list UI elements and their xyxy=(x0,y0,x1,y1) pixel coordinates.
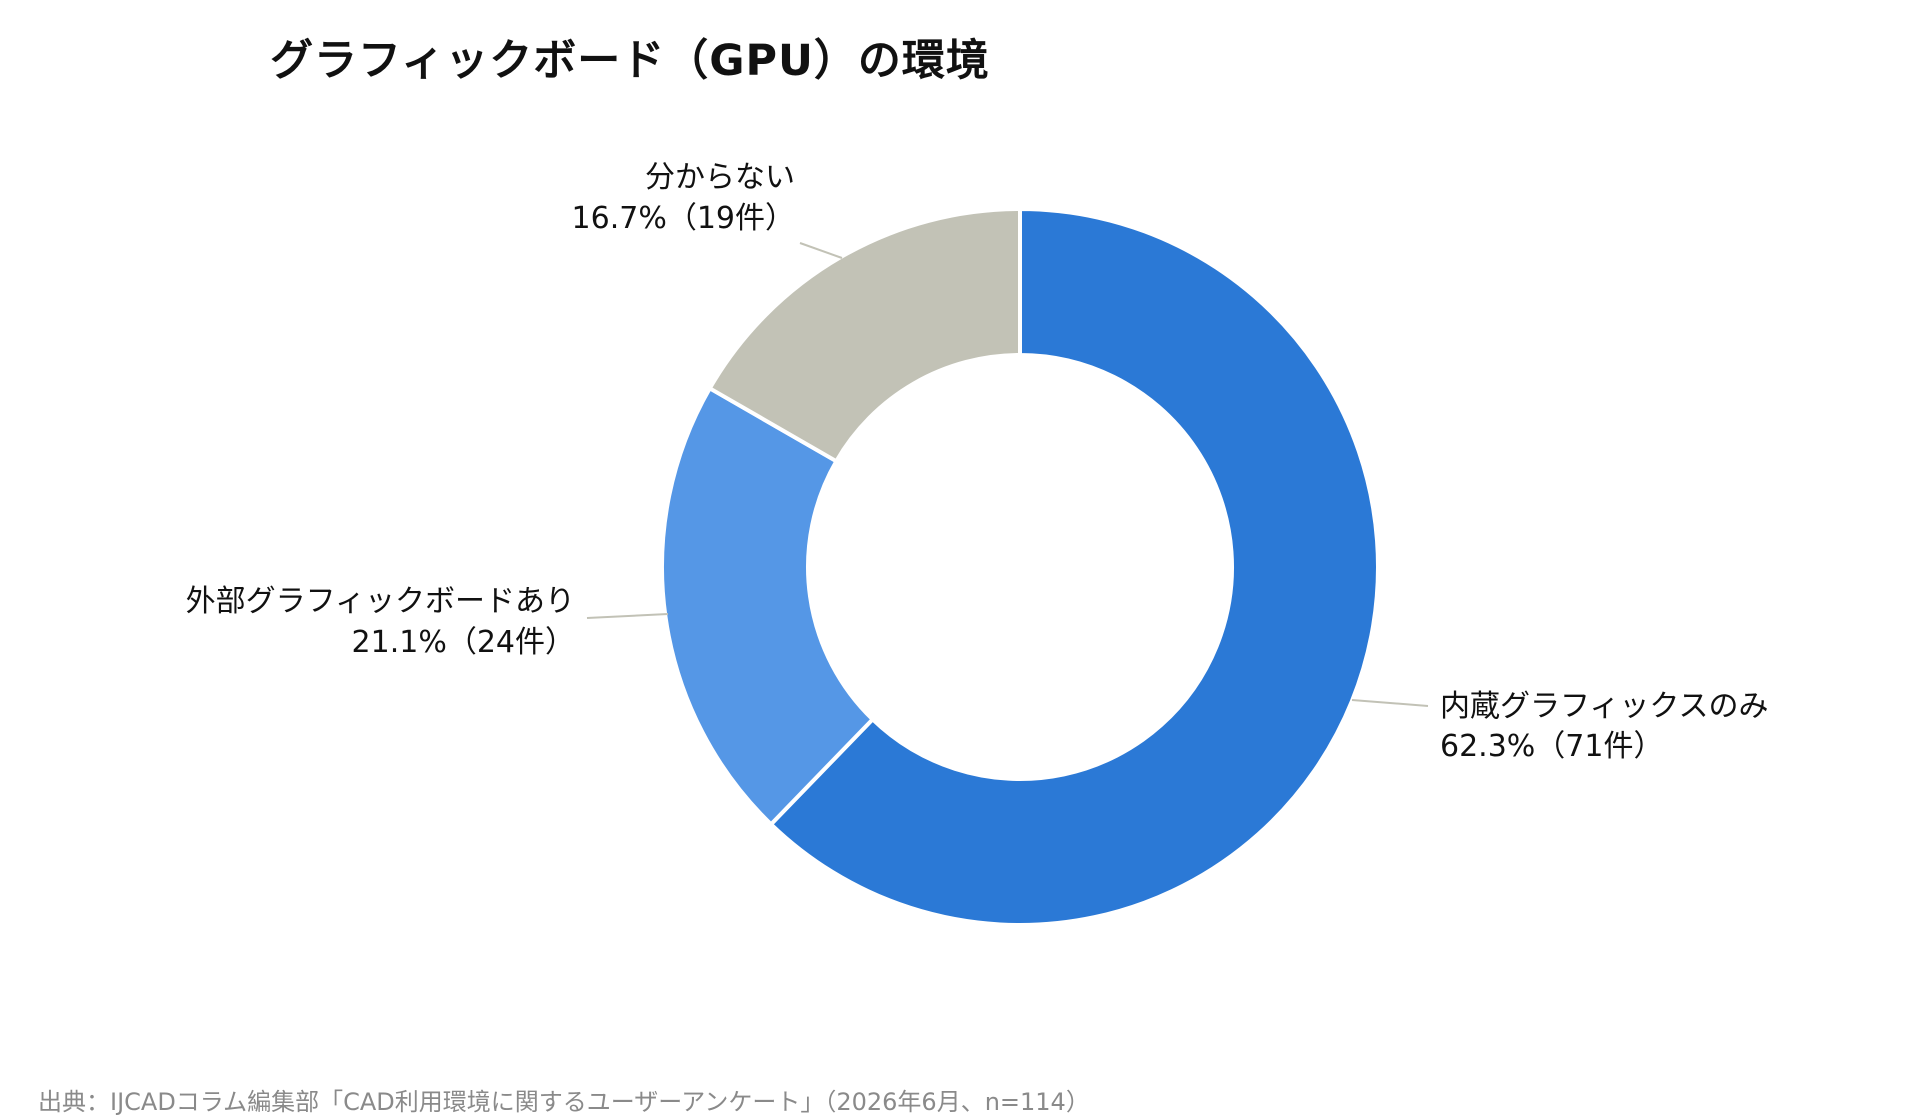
donut-slices xyxy=(660,207,1380,927)
slice-unknown xyxy=(707,207,1022,464)
slice-integrated-graphics xyxy=(769,207,1380,927)
slice-value-unknown: 16.7%（19件） xyxy=(572,201,795,236)
leader-line-unknown xyxy=(799,242,843,259)
slice-labels: 内蔵グラフィックスのみ 62.3%（71件） 外部グラフィックボードあり 21.1%（… xyxy=(186,160,1769,764)
slice-label-unknown: 分からない xyxy=(645,160,795,195)
slice-value-integrated-graphics: 62.3%（71件） xyxy=(1440,729,1663,764)
slice-label-external-graphics: 外部グラフィックボードあり xyxy=(186,584,575,619)
leader-line-integrated-graphics xyxy=(1351,699,1429,707)
chart-title: グラフィックボード（GPU）の環境 xyxy=(270,36,990,86)
leader-line-external-graphics xyxy=(586,613,669,619)
slice-external-graphics xyxy=(660,386,875,827)
slice-value-external-graphics: 21.1%（24件） xyxy=(352,625,575,660)
source-note: 出典：IJCADコラム編集部「CAD利用環境に関するユーザーアンケート」（202… xyxy=(38,1088,1090,1116)
slice-label-integrated-graphics: 内蔵グラフィックスのみ xyxy=(1440,689,1769,724)
leader-lines xyxy=(586,242,1429,707)
